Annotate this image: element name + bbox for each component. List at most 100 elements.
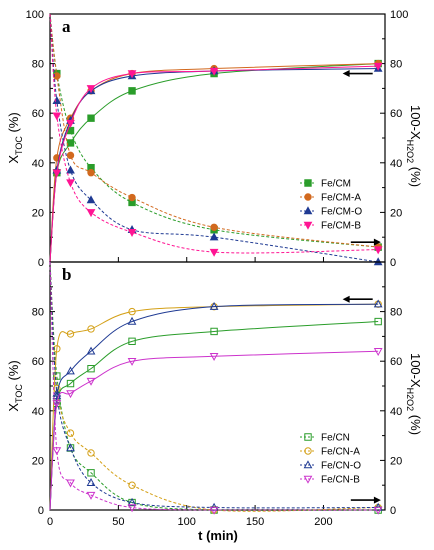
legend-label: Fe/CN-A xyxy=(321,447,360,458)
h2o2-point xyxy=(373,246,383,255)
shared-axes: t (min) xyxy=(198,528,238,543)
toc-point xyxy=(66,366,75,375)
h2o2-point xyxy=(66,443,75,452)
legend-label: Fe/CM-B xyxy=(321,221,361,232)
legend-marker xyxy=(303,460,313,469)
series-Fe/CM-B xyxy=(49,13,383,263)
h2o2-point xyxy=(52,96,62,105)
h2o2-point xyxy=(86,209,96,218)
legend-label: Fe/CM-A xyxy=(321,193,361,204)
toc-point xyxy=(66,390,75,399)
toc-point xyxy=(373,348,383,356)
y-tick-label-right: 100 xyxy=(390,9,408,21)
panel-a: 0 0 20 20 40 40 60 60 80 80 100 100 a XTOC (%) 100-XH2… xyxy=(6,9,423,269)
x-axis-label: t (min) xyxy=(198,528,238,543)
y-tick-label-left: 60 xyxy=(32,108,44,120)
h2o2-fit-line xyxy=(49,261,379,511)
toc-point xyxy=(87,325,95,333)
h2o2-fit-line xyxy=(49,261,379,509)
legend-marker xyxy=(304,447,312,455)
legend-marker xyxy=(303,221,313,230)
h2o2-point xyxy=(87,469,95,477)
h2o2-point xyxy=(209,506,219,515)
legend-marker xyxy=(304,433,312,441)
y-axis-label-left: XTOC (%) xyxy=(6,360,24,411)
toc-point xyxy=(86,377,96,386)
series-Fe/CN-B xyxy=(49,261,383,515)
y-tick-label-right: 0 xyxy=(390,257,396,269)
legend-label: Fe/CN xyxy=(321,433,350,444)
x-tick-label: 200 xyxy=(314,516,332,528)
arrow-right-axis-icon xyxy=(373,496,381,504)
h2o2-point xyxy=(210,223,218,231)
y-tick-label-left: 40 xyxy=(32,158,44,170)
y-tick-label-right: 80 xyxy=(390,59,402,71)
legend-marker xyxy=(304,179,312,187)
plot-frame xyxy=(49,261,386,511)
y-tick-label-right: 80 xyxy=(390,307,402,319)
h2o2-point xyxy=(209,248,219,257)
h2o2-point xyxy=(127,504,137,513)
arrow-right-axis-icon xyxy=(373,238,381,246)
h2o2-point xyxy=(66,429,75,437)
h2o2-point xyxy=(66,179,75,188)
toc-point xyxy=(127,316,137,325)
h2o2-point xyxy=(209,232,219,241)
y-axis-label-right: 100-XH2O2 (%) xyxy=(405,353,423,435)
panel-letter: b xyxy=(62,265,71,284)
panel-letter: a xyxy=(62,17,71,36)
toc-point xyxy=(87,364,95,373)
toc-point xyxy=(127,70,137,79)
arrow-left-axis-icon xyxy=(342,295,350,303)
legend-marker xyxy=(304,193,312,201)
legend-label: Fe/CM xyxy=(321,179,351,190)
toc-point xyxy=(86,85,96,94)
toc-point xyxy=(209,301,219,310)
h2o2-point xyxy=(127,229,137,237)
y-tick-label-right: 20 xyxy=(390,455,402,467)
y-tick-label-left: 80 xyxy=(32,307,44,319)
y-tick-label-left: 80 xyxy=(32,59,44,71)
y-tick-label-right: 20 xyxy=(390,207,402,219)
toc-point xyxy=(86,346,96,355)
y-tick-label-right: 60 xyxy=(390,356,402,368)
x-tick-label: 150 xyxy=(246,516,264,528)
legend-label: Fe/CN-B xyxy=(321,475,360,486)
h2o2-point xyxy=(86,491,96,500)
x-tick-label: 0 xyxy=(47,516,53,528)
toc-point xyxy=(128,307,136,316)
toc-point xyxy=(52,400,62,409)
toc-point xyxy=(66,139,75,147)
h2o2-point xyxy=(86,478,96,486)
y-tick-label-right: 40 xyxy=(390,406,402,418)
toc-point xyxy=(87,114,95,122)
y-axis-label-right: 100-XH2O2 (%) xyxy=(405,105,423,187)
h2o2-point xyxy=(52,388,62,397)
legend-marker xyxy=(303,475,313,484)
y-tick-label-left: 20 xyxy=(32,207,44,219)
toc-point xyxy=(209,67,219,76)
y-tick-label-left: 60 xyxy=(32,356,44,368)
arrow-left-axis-icon xyxy=(342,70,350,78)
x-tick-label: 100 xyxy=(178,516,196,528)
toc-point xyxy=(373,62,383,71)
x-tick-label: 50 xyxy=(112,516,124,528)
h2o2-point xyxy=(87,169,95,177)
h2o2-point xyxy=(52,112,62,121)
h2o2-point xyxy=(87,449,95,457)
h2o2-point xyxy=(66,479,75,488)
toc-point xyxy=(128,87,136,95)
y-tick-label-left: 20 xyxy=(32,455,44,467)
h2o2-point xyxy=(128,193,136,202)
h2o2-fit-line xyxy=(49,261,379,512)
y-tick-label-right: 0 xyxy=(390,505,396,517)
toc-point xyxy=(52,169,62,178)
y-tick-label-left: 100 xyxy=(26,9,44,21)
toc-fit-line xyxy=(49,350,379,511)
h2o2-point xyxy=(86,195,96,204)
y-tick-label-left: 0 xyxy=(38,505,44,517)
y-tick-label-right: 60 xyxy=(390,108,402,120)
toc-point xyxy=(128,337,136,346)
